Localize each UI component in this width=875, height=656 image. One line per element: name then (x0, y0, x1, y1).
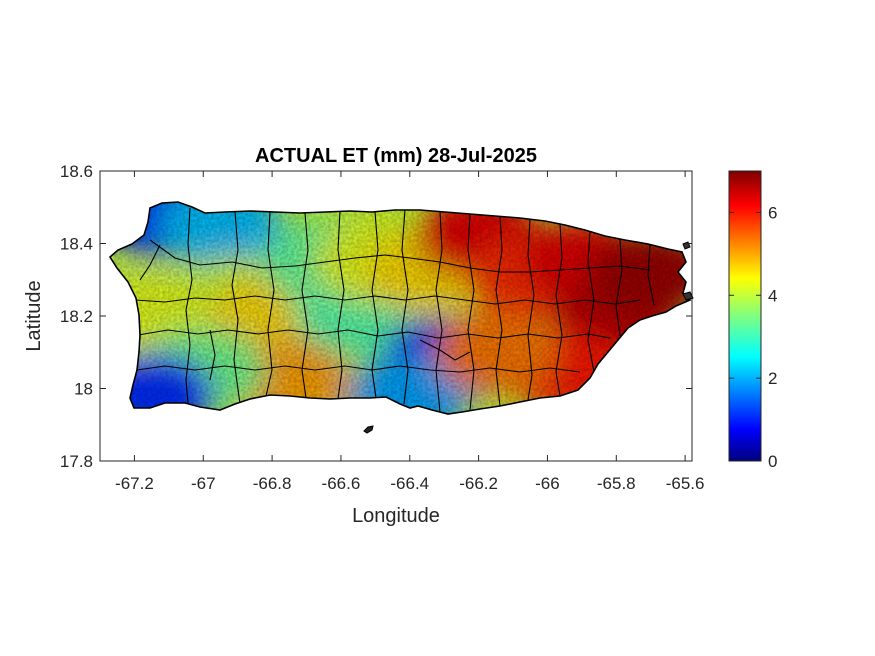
x-tick-label: -67.2 (115, 474, 154, 493)
municipality-boundary-16 (587, 230, 595, 373)
x-tick-label: -66.6 (322, 474, 361, 493)
colorbar-tick-label: 2 (768, 369, 777, 388)
colorbar-tick-label: 4 (768, 286, 777, 305)
coastline (108, 201, 692, 415)
y-tick-label: 17.8 (60, 452, 93, 471)
x-axis: -67.2 -67 -66.8 -66.6 -66.4 -66.2 -66 -65.8 -65.… (115, 171, 704, 493)
municipality-boundary-18 (647, 244, 655, 306)
y-tick-label: 18.4 (60, 235, 93, 254)
municipality-boundary-20 (419, 339, 471, 361)
islet-caja-de-muerto (363, 425, 374, 434)
municipality-boundaries (134, 207, 655, 413)
x-axis-label: Longitude (352, 505, 440, 527)
x-tick-label: -65.6 (666, 474, 705, 493)
municipality-boundary-9 (371, 211, 379, 399)
y-tick-label: 18.2 (60, 307, 93, 326)
x-tick-label: -66.8 (253, 474, 292, 493)
municipality-boundary-17 (615, 238, 623, 337)
y-axis: 17.8 18 18.2 18.4 18.6 (60, 162, 692, 471)
islet-east-b (682, 291, 694, 301)
colorbar-tick-label: 0 (768, 452, 777, 471)
municipality-boundary-4 (185, 207, 193, 405)
colorbar: 0 2 4 6 (728, 170, 777, 471)
municipality-boundary-21 (209, 329, 216, 381)
colorbar-tick-label: 6 (768, 203, 777, 222)
municipality-boundary-8 (337, 210, 345, 400)
municipality-boundary-10 (401, 209, 409, 405)
x-tick-label: -66.2 (459, 474, 498, 493)
y-tick-label: 18.6 (60, 162, 93, 181)
colorbar-gradient (728, 170, 762, 462)
colorbar-ticks: 0 2 4 6 (729, 203, 777, 471)
municipality-boundary-12 (467, 213, 475, 411)
x-tick-label: -66 (535, 474, 560, 493)
municipality-boundary-13 (495, 215, 503, 407)
municipality-boundary-11 (435, 210, 443, 413)
municipality-boundary-0 (149, 239, 651, 273)
x-tick-label: -67 (191, 474, 216, 493)
et-heatmap (110, 202, 690, 414)
municipality-boundary-6 (265, 211, 275, 397)
x-tick-label: -66.4 (390, 474, 429, 493)
municipality-boundary-5 (231, 211, 241, 405)
municipality-boundary-3 (136, 365, 581, 373)
municipality-boundary-15 (555, 223, 563, 397)
municipality-boundary-1 (134, 295, 641, 305)
y-axis-label: Latitude (23, 280, 45, 351)
municipality-boundary-14 (527, 218, 535, 401)
y-tick-label: 18 (74, 380, 93, 399)
municipality-boundary-2 (137, 329, 611, 339)
municipality-boundary-19 (139, 244, 161, 281)
municipality-boundary-7 (301, 212, 309, 399)
x-tick-label: -65.8 (597, 474, 636, 493)
chart-title: ACTUAL ET (mm) 28-Jul-2025 (255, 145, 537, 167)
